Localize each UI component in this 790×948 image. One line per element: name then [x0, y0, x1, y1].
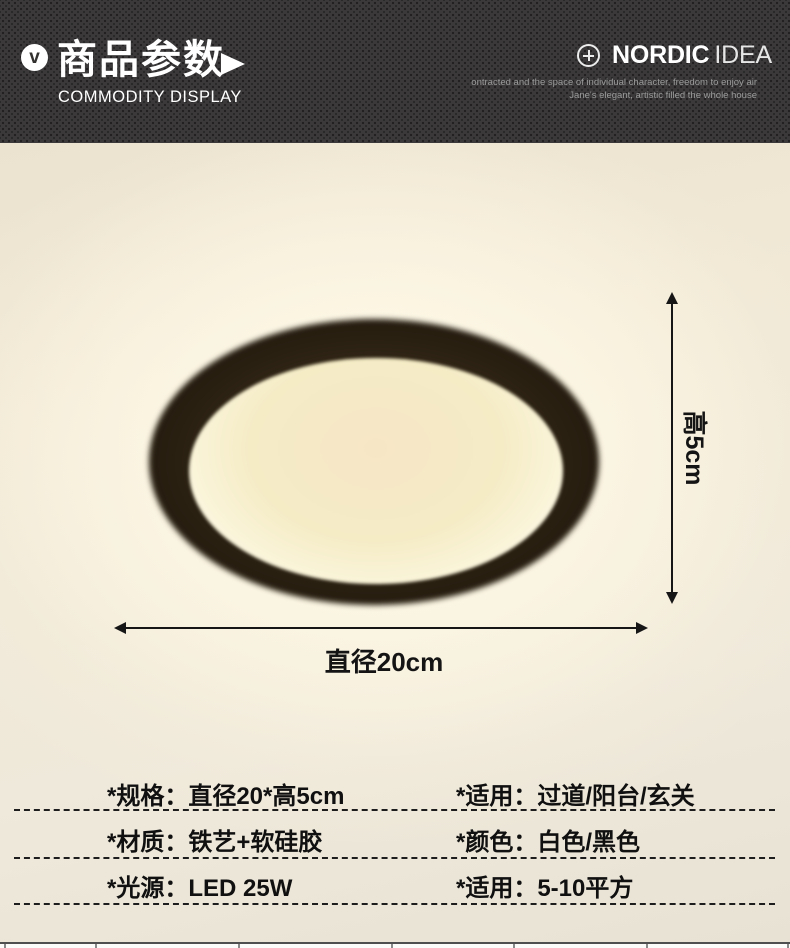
spec-cell-lightsource: *光源：LED 25W — [107, 875, 293, 902]
table-column-divider — [391, 944, 393, 948]
spec-cell-usage: *适用：过道/阳台/玄关 — [456, 783, 695, 810]
circle-plus-icon — [577, 44, 600, 67]
badge-letter: v — [29, 47, 40, 68]
product-photo — [0, 143, 790, 948]
bottom-table-fragment — [0, 942, 790, 948]
brand-name-bold: NORDIC — [612, 41, 710, 69]
header-banner: v 商品参数 COMMODITY DISPLAY NORDIC IDEA ontr… — [0, 0, 790, 143]
diameter-label: 直径20cm — [324, 647, 444, 677]
brand-tagline-line1: ontracted and the space of individual ch… — [471, 77, 757, 88]
arrowhead-down-icon — [666, 592, 678, 604]
section-title: 商品参数 — [57, 38, 225, 82]
height-label: 高5cm — [680, 410, 708, 486]
spec-row: *光源：LED 25W *适用：5-10平方 — [0, 868, 790, 902]
spec-cell-size: *规格：直径20*高5cm — [107, 783, 345, 810]
v-badge-icon: v — [21, 44, 48, 71]
lamp-inner-panel — [189, 358, 563, 584]
spec-cell-area: *适用：5-10平方 — [456, 875, 634, 902]
section-subtitle: COMMODITY DISPLAY — [58, 88, 242, 106]
brand-tagline: ontracted and the space of individual ch… — [327, 76, 757, 102]
arrowhead-up-icon — [666, 292, 678, 304]
table-column-divider — [4, 944, 6, 948]
table-column-divider — [238, 944, 240, 948]
arrowhead-right-icon — [636, 622, 648, 634]
spec-cell-color: *颜色：白色/黑色 — [456, 829, 641, 856]
spec-cell-material: *材质：铁艺+软硅胶 — [107, 829, 323, 856]
dashed-divider — [14, 857, 775, 859]
table-column-divider — [513, 944, 515, 948]
table-column-divider — [646, 944, 648, 948]
spec-row: *材质：铁艺+软硅胶 *颜色：白色/黑色 — [0, 822, 790, 856]
brand-tagline-line2: Jane's elegant, artistic filled the whol… — [569, 90, 757, 101]
brand-name-light: IDEA — [714, 41, 772, 69]
dashed-divider — [14, 809, 775, 811]
table-column-divider — [787, 944, 789, 948]
height-arrow-line — [671, 303, 673, 593]
diameter-arrow-line — [124, 627, 640, 629]
spec-row: *规格：直径20*高5cm *适用：过道/阳台/玄关 — [0, 776, 790, 810]
brand-name: NORDIC IDEA — [612, 41, 772, 69]
play-triangle-icon — [221, 53, 245, 75]
dashed-divider — [14, 903, 775, 905]
arrowhead-left-icon — [114, 622, 126, 634]
table-column-divider — [95, 944, 97, 948]
